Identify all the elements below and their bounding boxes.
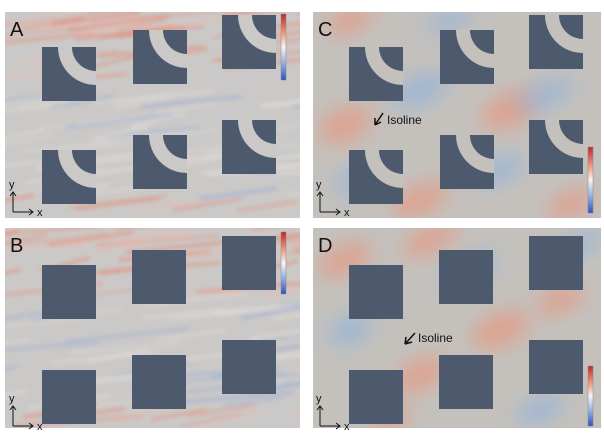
obstacle bbox=[439, 250, 493, 304]
axis-label: y bbox=[9, 179, 15, 191]
panel-label: A bbox=[10, 19, 24, 41]
axis-label: x bbox=[37, 421, 43, 432]
obstacle bbox=[529, 236, 583, 290]
obstacle bbox=[222, 236, 276, 290]
annotation: Isoline bbox=[387, 113, 422, 127]
axis-label: x bbox=[344, 421, 350, 432]
figure: A B C D Isoline Isoline y x y x y x y x bbox=[0, 0, 604, 432]
streak bbox=[298, 3, 360, 12]
panel-label: B bbox=[10, 235, 23, 257]
colorbar bbox=[281, 232, 286, 294]
panel-label: C bbox=[318, 19, 332, 41]
obstacle bbox=[222, 340, 276, 394]
axis-label: y bbox=[9, 393, 15, 405]
colorbar bbox=[588, 366, 593, 426]
obstacle bbox=[439, 355, 493, 409]
obstacle bbox=[349, 265, 403, 319]
obstacle bbox=[132, 250, 186, 304]
axis-label: x bbox=[37, 207, 43, 219]
axis-label: y bbox=[316, 393, 322, 405]
obstacle bbox=[42, 370, 96, 424]
axis-label: x bbox=[344, 207, 350, 219]
streak bbox=[115, 219, 217, 230]
obstacle bbox=[132, 355, 186, 409]
colorbar bbox=[281, 14, 286, 80]
obstacle bbox=[42, 265, 96, 319]
annotation: Isoline bbox=[418, 331, 453, 345]
streak bbox=[131, 0, 171, 12]
colorbar bbox=[588, 147, 593, 213]
streak bbox=[250, 217, 379, 229]
axis-label: y bbox=[316, 179, 322, 191]
obstacle bbox=[349, 370, 403, 424]
panel-label: D bbox=[318, 235, 332, 257]
obstacle bbox=[529, 340, 583, 394]
